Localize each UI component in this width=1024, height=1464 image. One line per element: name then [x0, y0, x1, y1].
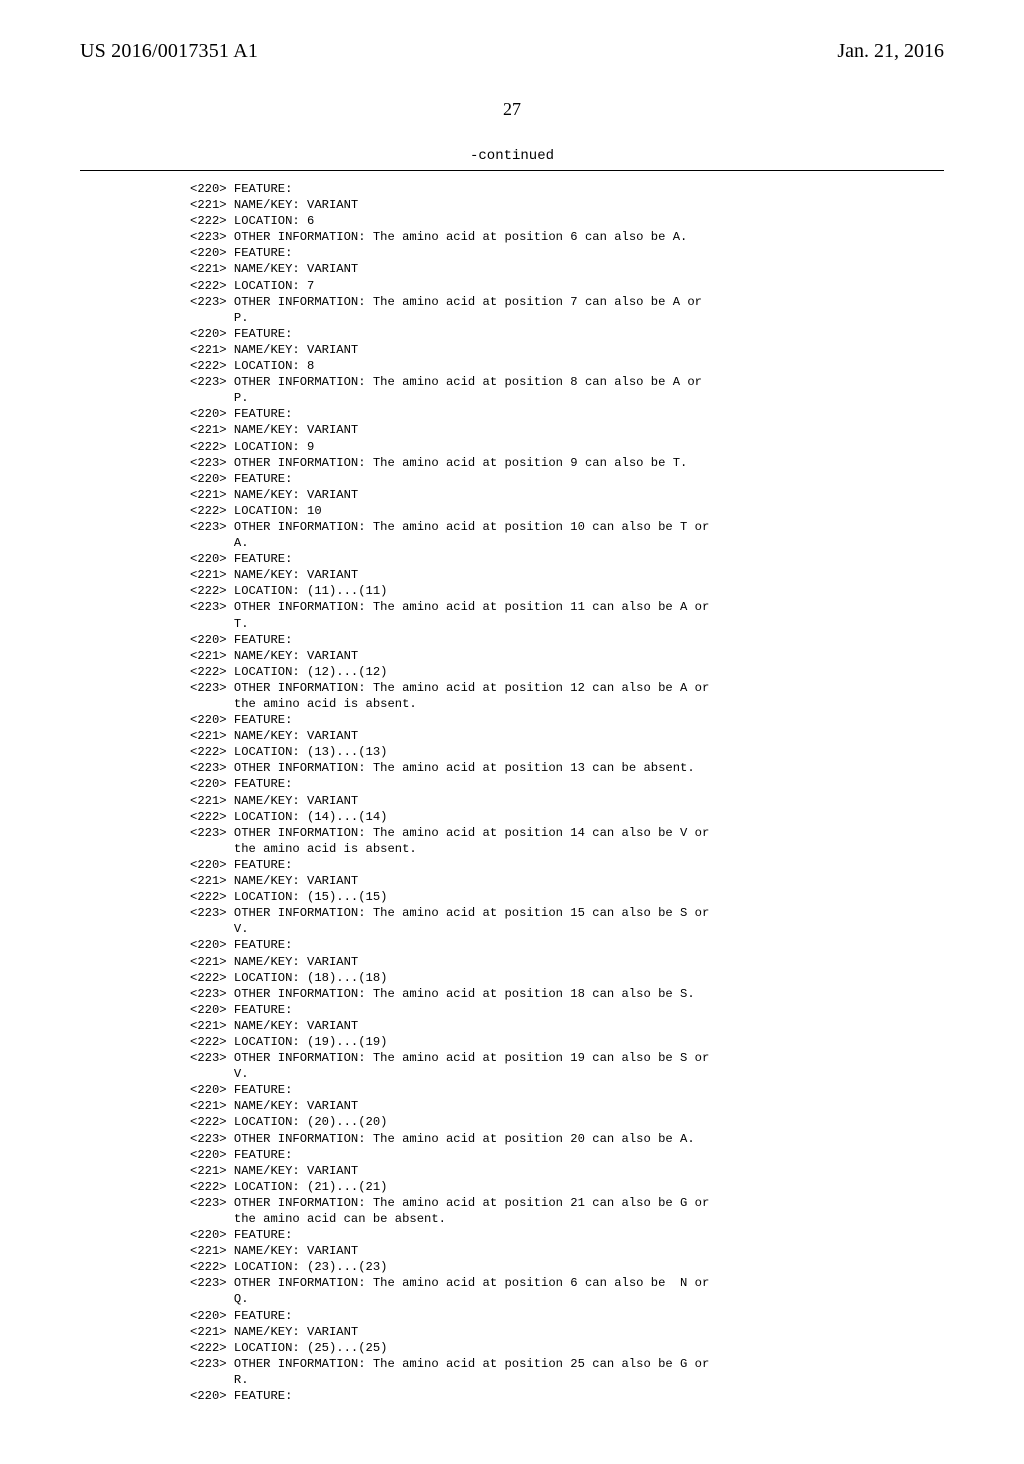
page-header: US 2016/0017351 A1 Jan. 21, 2016 [80, 40, 944, 63]
patent-page: US 2016/0017351 A1 Jan. 21, 2016 27 -con… [0, 0, 1024, 1464]
publication-date: Jan. 21, 2016 [837, 40, 944, 63]
continued-label: -continued [80, 148, 944, 164]
sequence-listing: <220> FEATURE: <221> NAME/KEY: VARIANT <… [190, 181, 944, 1404]
top-rule [80, 170, 944, 171]
publication-id: US 2016/0017351 A1 [80, 40, 258, 63]
page-number: 27 [80, 99, 944, 120]
